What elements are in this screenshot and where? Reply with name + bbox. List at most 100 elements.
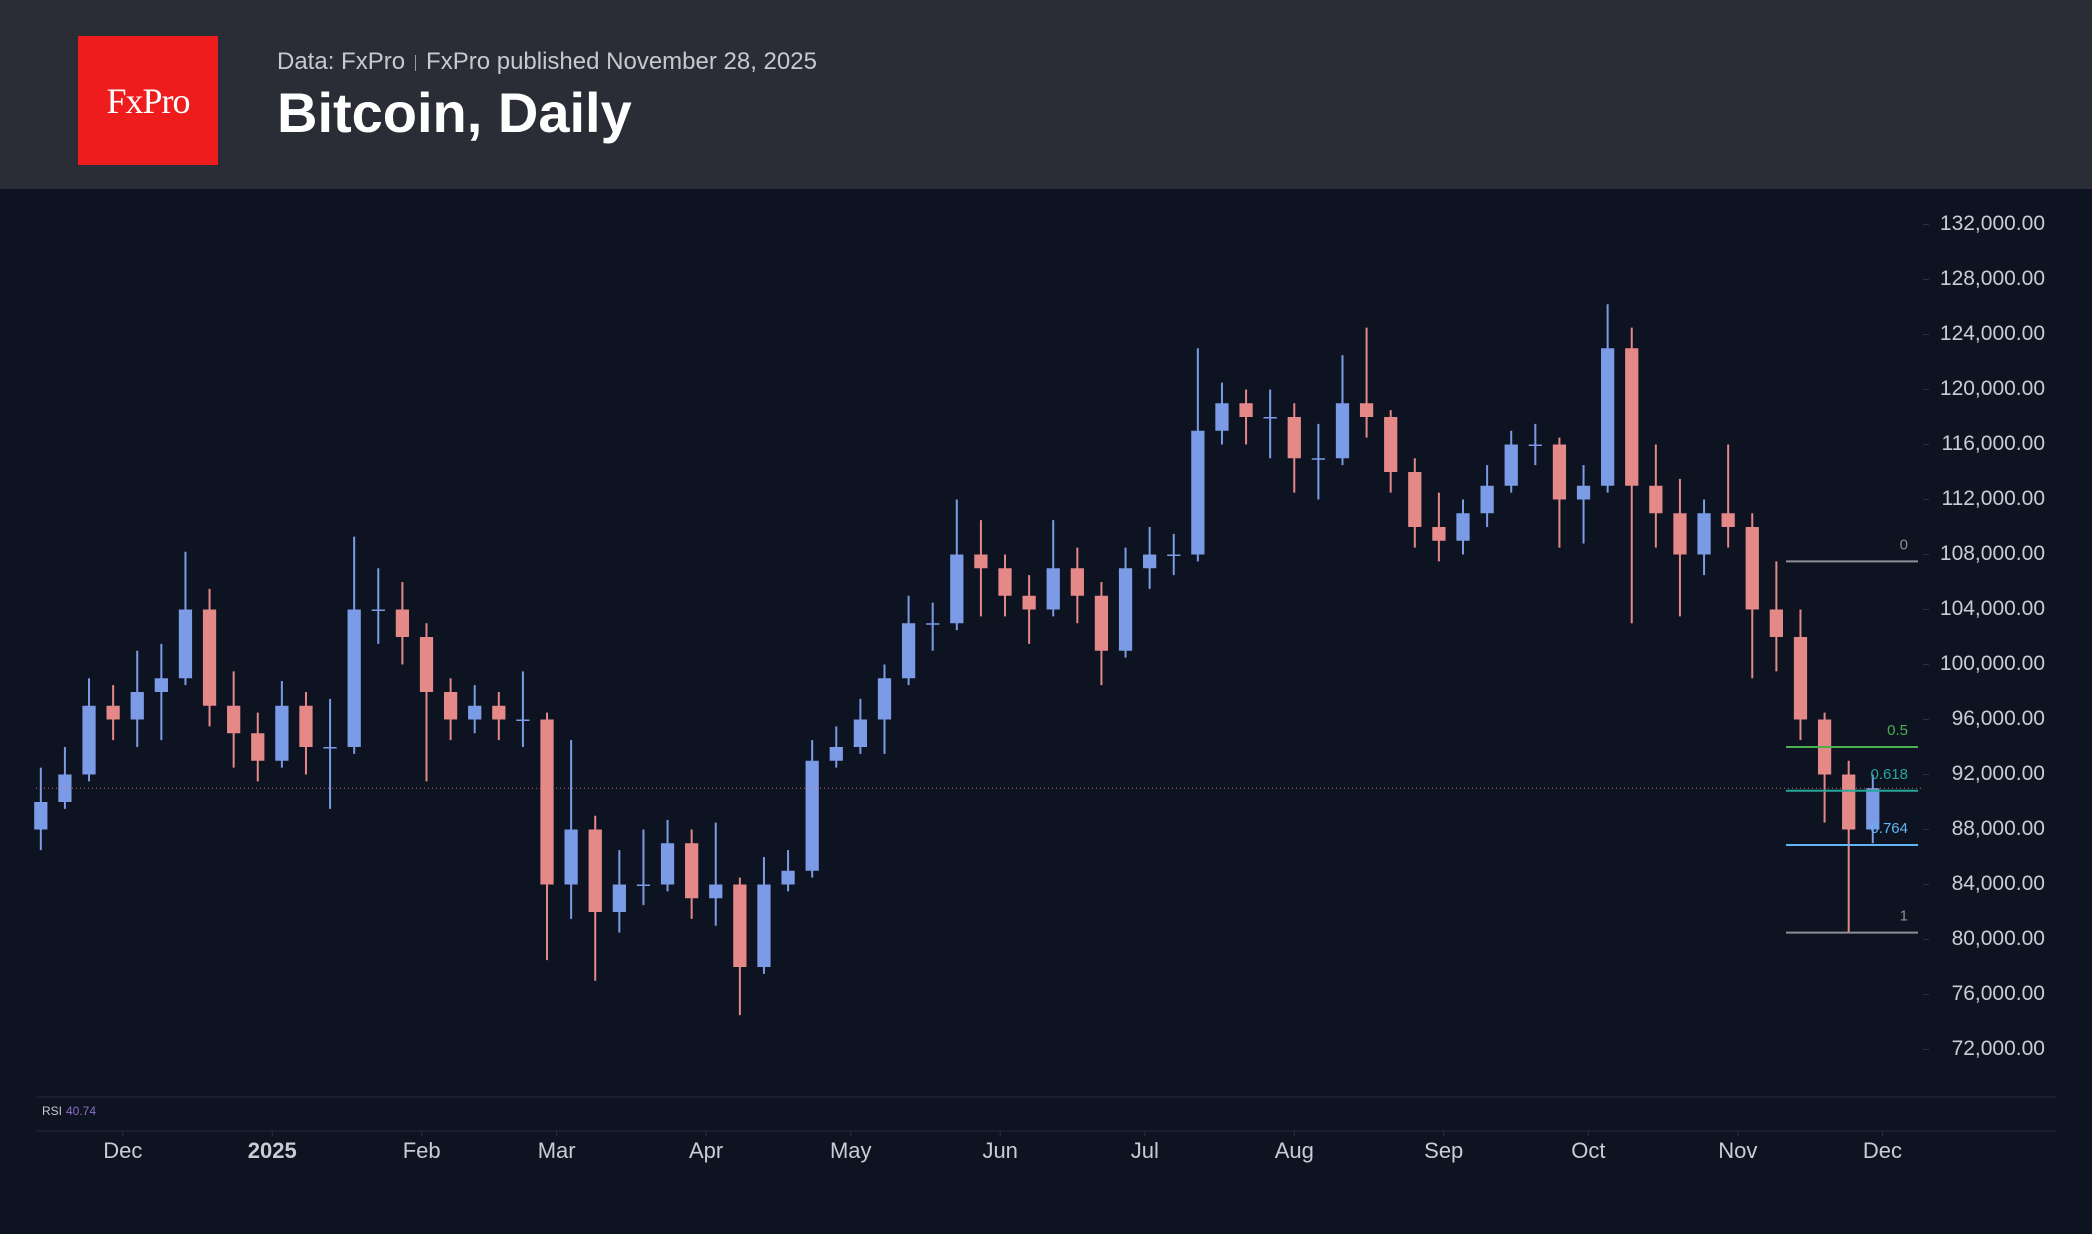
candle-body <box>950 554 964 624</box>
x-tick-label: Aug <box>1275 1138 1314 1163</box>
candle-body <box>1263 417 1277 419</box>
candle-body <box>468 705 482 720</box>
x-tick-label: May <box>830 1138 872 1163</box>
fib-label: 0.5 <box>1887 722 1908 739</box>
candle-body <box>1576 485 1591 500</box>
candle-body <box>853 719 868 747</box>
candle-body <box>395 609 410 637</box>
x-tick-label: Apr <box>689 1138 723 1163</box>
candle-body <box>1601 348 1615 486</box>
x-tick-label: Jul <box>1131 1138 1159 1163</box>
x-tick-label: Feb <box>403 1138 441 1163</box>
candle-body <box>1456 513 1470 541</box>
candle-body <box>1022 595 1036 610</box>
fib-label: 0.618 <box>1870 766 1908 783</box>
candle-body <box>540 719 554 885</box>
x-tick-label: Jun <box>982 1138 1017 1163</box>
y-tick-label: 132,000.00 <box>1940 212 2045 235</box>
candle-body <box>1842 774 1856 830</box>
candle-body <box>685 843 699 899</box>
candle-body <box>202 609 217 706</box>
candle-body <box>1359 403 1374 417</box>
candle-body <box>1480 485 1494 514</box>
candle-body <box>757 884 771 967</box>
candle-body <box>588 829 602 912</box>
candle-body <box>1504 444 1518 486</box>
y-tick-label: 120,000.00 <box>1940 377 2045 400</box>
candle-body <box>660 843 675 885</box>
candle-body <box>1384 417 1398 472</box>
candle-body <box>1408 472 1422 527</box>
candle-body <box>1793 637 1808 720</box>
x-tick-label: Dec <box>1863 1138 1902 1163</box>
candle-body <box>419 637 434 692</box>
y-tick-label: 108,000.00 <box>1940 542 2045 565</box>
logo: FxPro <box>78 36 218 165</box>
y-tick-label: 76,000.00 <box>1952 982 2045 1005</box>
candle-body <box>106 705 120 720</box>
candle-body <box>1311 458 1326 460</box>
candle-body <box>299 705 313 747</box>
candle-body <box>1094 595 1109 651</box>
candle-body <box>805 760 819 871</box>
candle-body <box>998 568 1012 596</box>
candle-body <box>781 870 795 885</box>
candle-body <box>1167 554 1181 556</box>
y-tick-label: 116,000.00 <box>1941 432 2045 455</box>
candle-body <box>1769 609 1783 637</box>
candle-body <box>323 747 337 749</box>
candle-body <box>443 692 458 720</box>
candle-body <box>492 705 506 720</box>
candle-body <box>901 623 916 679</box>
subtitle: Data: FxPro FxPro published November 28, … <box>277 48 817 76</box>
candle-body <box>347 609 361 747</box>
candle-body <box>275 705 289 761</box>
y-tick-label: 112,000.00 <box>1941 487 2045 510</box>
y-tick-label: 88,000.00 <box>1952 817 2045 840</box>
candle-body <box>1745 527 1759 610</box>
source: Data: FxPro <box>277 48 406 75</box>
x-tick-label: Mar <box>538 1138 576 1163</box>
y-tick-label: 96,000.00 <box>1952 707 2045 730</box>
y-tick-label: 92,000.00 <box>1952 762 2045 785</box>
y-tick-label: 124,000.00 <box>1940 322 2045 345</box>
candle-body <box>877 678 892 720</box>
candle-body <box>636 884 651 886</box>
candle-body <box>1697 513 1711 555</box>
y-tick-label: 80,000.00 <box>1952 927 2045 950</box>
candle-body <box>371 609 385 611</box>
candle-body <box>227 705 241 734</box>
chart-title: Bitcoin, Daily <box>277 81 632 144</box>
candle-body <box>1191 430 1205 555</box>
published: FxPro published November 28, 2025 <box>426 48 817 75</box>
y-tick-label: 84,000.00 <box>1952 872 2045 895</box>
x-tick-label: 2025 <box>248 1138 297 1163</box>
x-tick-label: Oct <box>1571 1138 1605 1163</box>
candle-body <box>178 609 193 679</box>
candle-body <box>154 678 168 692</box>
candle-body <box>1070 568 1084 596</box>
x-tick-label: Nov <box>1718 1138 1757 1163</box>
candle-body <box>130 692 144 720</box>
fib-label: 1 <box>1900 908 1908 925</box>
y-tick-label: 128,000.00 <box>1940 267 2045 290</box>
fib-label: 0.764 <box>1870 820 1908 837</box>
x-tick-label: Sep <box>1424 1138 1463 1163</box>
candle-body <box>1649 485 1663 514</box>
header: FxPro Data: FxPro FxPro published Novembe… <box>0 0 2092 189</box>
rsi-value: 40.74 <box>66 1104 96 1118</box>
rsi-label: RSI <box>42 1104 62 1118</box>
candle-body <box>516 719 530 721</box>
y-tick-label: 100,000.00 <box>1940 652 2045 675</box>
candle-body <box>926 623 940 625</box>
candle-body <box>829 747 843 761</box>
candle-body <box>251 733 265 761</box>
y-tick-label: 72,000.00 <box>1952 1037 2045 1060</box>
y-tick-label: 104,000.00 <box>1940 597 2045 620</box>
candle-body <box>612 884 626 912</box>
candle-body <box>1673 513 1687 555</box>
candle-body <box>1335 403 1350 459</box>
candle-body <box>34 802 48 830</box>
candle-body <box>1625 348 1639 486</box>
